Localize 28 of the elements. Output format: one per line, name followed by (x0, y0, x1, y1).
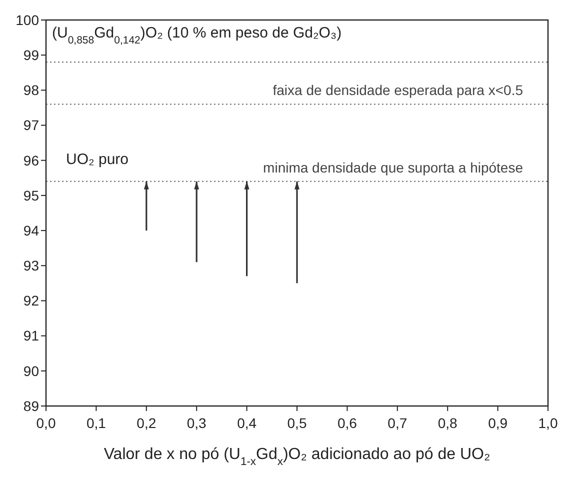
y-tick-label: 91 (23, 328, 40, 344)
y-tick-label: 93 (23, 258, 40, 274)
y-tick-label: 94 (23, 222, 40, 238)
x-tick-label: 0,7 (388, 415, 408, 431)
annotation: (U$_{0,858}$Gd$_{0,142}$)O₂ (10 % em peso de Gd₂O₃) (52, 24, 342, 47)
y-tick-label: 95 (23, 187, 40, 204)
x-axis-title: Valor de x no pó (U$_{1-x}$Gd$_{x}$)O₂ adicionado ao pó de UO₂ (104, 446, 490, 468)
y-tick-label: 96 (23, 152, 40, 168)
x-tick-label: 1,0 (538, 415, 558, 431)
y-tick-label: 99 (23, 46, 40, 63)
ref-line-label: faixa de densidade esperada para x<0.5 (272, 82, 524, 98)
y-tick-label: 90 (23, 362, 40, 379)
x-tick-label: 0,3 (186, 415, 207, 431)
y-tick-label: 100 (16, 12, 40, 28)
x-tick-label: 0,1 (86, 415, 106, 431)
x-tick-label: 0,5 (287, 415, 307, 431)
y-tick-label: 98 (23, 82, 40, 98)
y-tick-label: 92 (23, 292, 40, 309)
y-tick-label: 89 (23, 398, 40, 414)
x-tick-label: 0,6 (337, 415, 358, 431)
ref-line-label: minima densidade que suporta a hipótese (263, 159, 524, 176)
annotation: UO₂ puro (66, 150, 129, 168)
y-tick-label: 97 (23, 117, 40, 134)
x-tick-label: 0,2 (136, 415, 156, 431)
x-tick-label: 0,9 (488, 415, 508, 431)
x-tick-label: 0,8 (438, 415, 458, 431)
x-tick-label: 0,4 (237, 415, 257, 431)
x-tick-label: 0,0 (36, 415, 56, 431)
